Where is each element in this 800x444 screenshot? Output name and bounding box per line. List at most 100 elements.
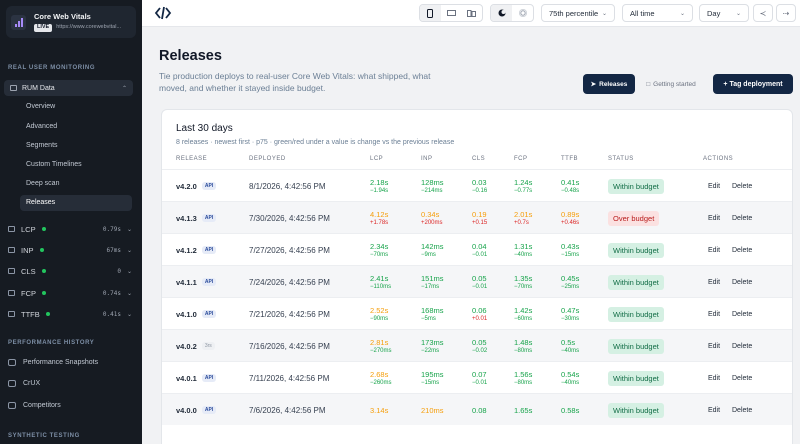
delete-button[interactable]: Delete — [732, 246, 753, 254]
sidebar-item-competitors[interactable]: Competitors — [8, 402, 61, 409]
table-row: v4.2.0 API 8/1/2026, 4:42:56 PM 2.18s −1… — [162, 169, 792, 202]
fcp-value: 1.31s — [514, 241, 533, 251]
sidebar-item-advanced[interactable]: Advanced — [26, 123, 58, 130]
inp-value: 128ms — [421, 177, 444, 187]
sidebar-item-performance-snapshots[interactable]: Performance Snapshots — [8, 359, 98, 366]
chevron-down-icon: ⌄ — [601, 10, 607, 17]
fcp-value: 1.65s — [514, 405, 533, 415]
edit-button[interactable]: Edit — [708, 214, 721, 222]
metric-label: INP — [21, 245, 34, 255]
deployed-date: 7/16/2026, 4:42:56 PM — [249, 341, 330, 351]
site-switcher[interactable]: Core Web Vitals LIVE https://www.coreweb… — [6, 6, 136, 38]
sidebar-metric-cls[interactable]: CLS 0 ⌄ — [8, 265, 132, 277]
metric-label: FCP — [21, 288, 36, 298]
source-badge: API — [201, 278, 217, 286]
chevron-up-icon: ⌃ — [121, 85, 127, 92]
releases-card: Last 30 days 8 releases · newest first ·… — [161, 109, 793, 444]
col-lcp: LCP — [370, 156, 384, 162]
fcp-value: 2.01s — [514, 209, 533, 219]
time-range-select[interactable]: All time ⌄ — [622, 4, 693, 22]
delete-button[interactable]: Delete — [732, 214, 753, 222]
releases-tab-button[interactable]: ➤ Releases — [583, 74, 635, 94]
inp-delta: −9ms — [421, 251, 436, 258]
status-dot — [39, 248, 44, 252]
lcp-cell: 2.34s −70ms — [370, 234, 388, 266]
inp-value: 210ms — [421, 405, 444, 415]
tag-deployment-button[interactable]: + Tag deployment — [713, 74, 793, 94]
ttfb-cell: 0.47s −30ms — [561, 298, 579, 330]
delete-button[interactable]: Delete — [732, 278, 753, 286]
cls-delta: +0.15 — [472, 219, 488, 226]
sidebar-metric-ttfb[interactable]: TTFB 0.41s ⌄ — [8, 308, 132, 320]
sidebar-item-crux[interactable]: CrUX — [8, 380, 40, 387]
inp-value: 0.34s — [421, 209, 440, 219]
ttfb-delta: −15ms — [561, 251, 580, 258]
source-badge: API — [201, 182, 217, 190]
time-range-value: All time — [630, 8, 655, 18]
desktop-icon[interactable] — [441, 5, 462, 21]
cls-delta: −0.16 — [472, 187, 488, 194]
sun-icon[interactable] — [512, 5, 533, 21]
edit-button[interactable]: Edit — [708, 246, 721, 254]
chevron-down-icon: ⌄ — [126, 311, 132, 318]
chevron-down-icon: ⌄ — [126, 226, 132, 233]
sidebar-item-custom-timelines[interactable]: Custom Timelines — [26, 161, 82, 168]
site-name: Core Web Vitals — [34, 11, 91, 21]
logout-icon[interactable]: ⇢ — [776, 4, 796, 22]
sidebar-metric-lcp[interactable]: LCP 0.79s ⌄ — [8, 223, 132, 235]
sidebar-item-overview[interactable]: Overview — [26, 103, 56, 110]
table-row: v4.1.1 API 7/24/2026, 4:42:56 PM 2.41s −… — [162, 265, 792, 298]
sidebar-item-deep-scan[interactable]: Deep scan — [26, 180, 60, 187]
top-bar: 75th percentile ⌄ All time ⌄ Day ⌄ ≺ ⇢ — [142, 0, 800, 27]
fcp-cell: 1.35s −70ms — [514, 266, 532, 298]
sidebar-metric-inp[interactable]: INP 67ms ⌄ — [8, 244, 132, 256]
edit-button[interactable]: Edit — [708, 374, 721, 382]
source-badge: API — [201, 310, 217, 318]
edit-button[interactable]: Edit — [708, 310, 721, 318]
cls-value: 0.06 — [472, 305, 487, 315]
edit-button[interactable]: Edit — [708, 278, 721, 286]
sidebar-metric-fcp[interactable]: FCP 0.74s ⌄ — [8, 287, 132, 299]
release-cell: v4.0.2 3rs — [176, 330, 215, 362]
cls-delta: +0.01 — [472, 315, 488, 322]
delete-button[interactable]: Delete — [732, 342, 753, 350]
ttfb-value: 0.89s — [561, 209, 580, 219]
moon-icon[interactable] — [491, 5, 512, 21]
fcp-value: 1.24s — [514, 177, 533, 187]
inp-cell: 142ms −9ms — [421, 234, 444, 266]
col-ttfb: TTFB — [561, 156, 578, 162]
mobile-icon[interactable] — [420, 5, 441, 21]
delete-button[interactable]: Delete — [732, 406, 753, 414]
status-cell: Within budget — [608, 170, 664, 202]
col-status: STATUS — [608, 156, 634, 162]
status-badge: Within budget — [608, 274, 664, 290]
deployed-date: 7/21/2026, 4:42:56 PM — [249, 309, 330, 319]
granularity-select[interactable]: Day ⌄ — [699, 4, 749, 22]
percentile-select[interactable]: 75th percentile ⌄ — [541, 4, 615, 22]
edit-button[interactable]: Edit — [708, 342, 721, 350]
tablet-icon[interactable] — [461, 5, 482, 21]
delete-button[interactable]: Delete — [732, 182, 753, 190]
delete-button[interactable]: Delete — [732, 310, 753, 318]
sidebar-item-releases[interactable]: Releases — [26, 199, 56, 206]
metric-icon — [8, 226, 15, 232]
lcp-cell: 2.81s −270ms — [370, 330, 392, 362]
cls-cell: 0.08 — [472, 394, 487, 426]
edit-button[interactable]: Edit — [708, 406, 721, 414]
cls-value: 0.07 — [472, 369, 487, 379]
site-url: https://www.corewebvital... — [56, 24, 122, 30]
sidebar-item-rum-data[interactable]: RUM Data ⌃ — [4, 80, 133, 96]
delete-button[interactable]: Delete — [732, 374, 753, 382]
lcp-value: 2.81s — [370, 337, 389, 347]
sidebar-item-label: Competitors — [23, 402, 61, 409]
table-row: v4.0.0 API 7/6/2026, 4:42:56 PM 3.14s 21… — [162, 393, 792, 426]
code-icon[interactable] — [154, 5, 172, 21]
deployed-date: 8/1/2026, 4:42:56 PM — [249, 181, 326, 191]
getting-started-tab-button[interactable]: □ Getting started — [635, 74, 707, 94]
share-icon[interactable]: ≺ — [753, 4, 773, 22]
edit-button[interactable]: Edit — [708, 182, 721, 190]
sidebar-item-segments[interactable]: Segments — [26, 142, 58, 149]
release-cell: v4.1.3 API — [176, 202, 217, 234]
col-fcp: FCP — [514, 156, 528, 162]
release-cell: v4.1.0 API — [176, 298, 217, 330]
